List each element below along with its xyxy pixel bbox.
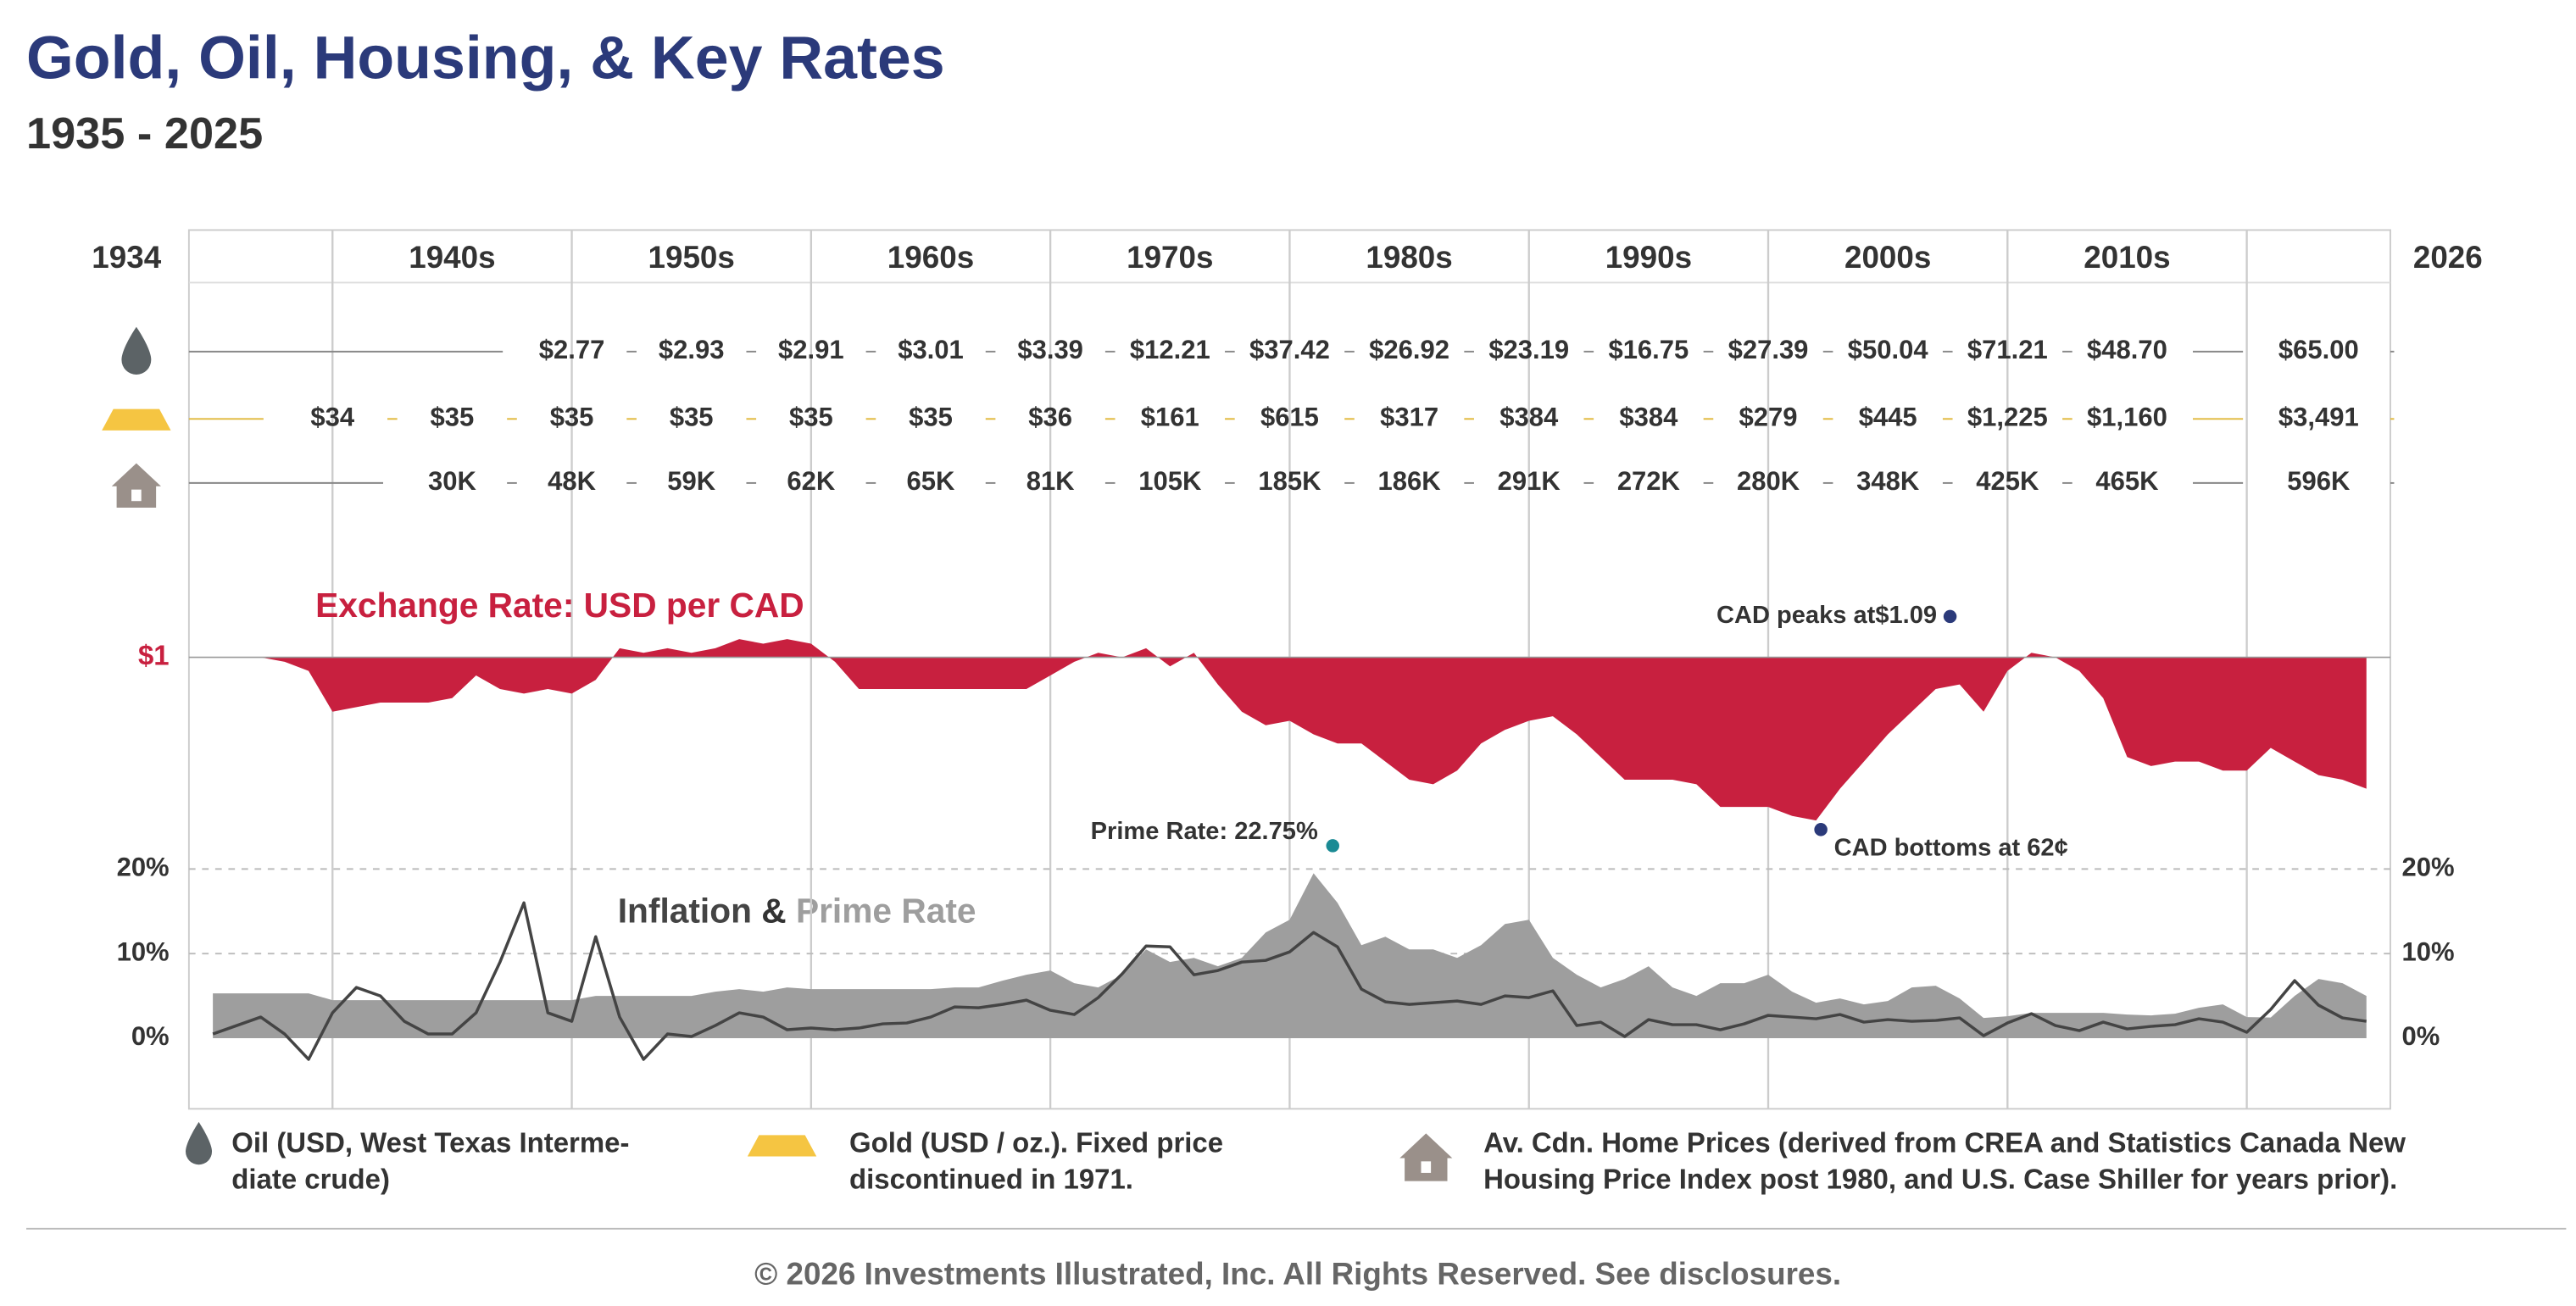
prime-label: Prime Rate xyxy=(796,891,976,930)
page-subtitle: 1935 - 2025 xyxy=(26,109,263,158)
house-icon xyxy=(111,463,161,508)
y-tick-label: 0% xyxy=(131,1021,170,1051)
y2-tick-label: 10% xyxy=(2402,936,2455,966)
annotation-text: CAD bottoms at 62¢ xyxy=(1834,835,2068,862)
row-value: $26.92 xyxy=(1369,335,1449,364)
annotation-dot xyxy=(1943,609,1957,624)
row-value: $71.21 xyxy=(1967,335,2048,364)
label-joiner: & xyxy=(761,891,786,930)
legend-text: Oil (USD, West Texas Interme- xyxy=(231,1127,629,1159)
prime-rate-area xyxy=(213,873,2367,1039)
row-value: 185K xyxy=(1258,466,1321,496)
row-value: $50.04 xyxy=(1848,335,1929,364)
rates-label: Inflation & Prime Rate xyxy=(618,891,976,930)
gold-icon xyxy=(102,408,171,431)
row-value: $384 xyxy=(1619,403,1678,432)
legend-text: Gold (USD / oz.). Fixed price xyxy=(849,1127,1223,1159)
legend-house-icon xyxy=(1399,1133,1453,1181)
row-value: $36 xyxy=(1028,403,1072,432)
row-value: $2.93 xyxy=(659,335,725,364)
row-value: $3,491 xyxy=(2278,403,2359,432)
row-value: $279 xyxy=(1739,403,1798,432)
row-value: $1,160 xyxy=(2087,403,2167,432)
row-value: 62K xyxy=(787,466,835,496)
row-value: 465K xyxy=(2095,466,2159,496)
row-value: 280K xyxy=(1737,466,1800,496)
row-value: 81K xyxy=(1027,466,1075,496)
row-value: 48K xyxy=(548,466,596,496)
annotation-dot xyxy=(1326,839,1340,853)
row-value: $48.70 xyxy=(2087,335,2167,364)
x-start-label: 1934 xyxy=(92,240,161,275)
decade-label: 1990s xyxy=(1605,240,1692,275)
row-value: 272K xyxy=(1617,466,1681,496)
row-value: $35 xyxy=(550,403,594,432)
row-value: 59K xyxy=(667,466,715,496)
row-value: $445 xyxy=(1859,403,1917,432)
y2-tick-label: 20% xyxy=(2402,853,2455,882)
legend-gold-icon xyxy=(747,1135,817,1157)
legend-oil-icon xyxy=(186,1121,213,1165)
row-value: $35 xyxy=(670,403,714,432)
row-value: $615 xyxy=(1260,403,1319,432)
row-value: $35 xyxy=(431,403,475,432)
row-value: 425K xyxy=(1976,466,2039,496)
row-value: $12.21 xyxy=(1130,335,1210,364)
legend-text: diate crude) xyxy=(231,1163,390,1194)
row-value: $16.75 xyxy=(1608,335,1689,364)
y2-tick-label: 0% xyxy=(2402,1021,2440,1051)
row-value: $3.01 xyxy=(898,335,964,364)
page-title: Gold, Oil, Housing, & Key Rates xyxy=(26,25,945,92)
footer: © 2026 Investments Illustrated, Inc. All… xyxy=(754,1257,1841,1292)
legend-text: discontinued in 1971. xyxy=(849,1163,1133,1194)
legend-text: Housing Price Index post 1980, and U.S. … xyxy=(1483,1163,2397,1194)
legend-house-window xyxy=(1421,1161,1432,1173)
row-value: $23.19 xyxy=(1488,335,1569,364)
decade-label: 2000s xyxy=(1844,240,1931,275)
row-value: $317 xyxy=(1380,403,1438,432)
row-value: 30K xyxy=(428,466,476,496)
row-value: $2.91 xyxy=(778,335,844,364)
row-value: $161 xyxy=(1141,403,1199,432)
row-value: 291K xyxy=(1498,466,1561,496)
row-value: $37.42 xyxy=(1249,335,1330,364)
decade-label: 1980s xyxy=(1366,240,1452,275)
legend-text: Av. Cdn. Home Prices (derived from CREA … xyxy=(1483,1127,2406,1159)
y-tick-label: 10% xyxy=(117,936,170,966)
row-value: 596K xyxy=(2287,466,2351,496)
exchange-title: Exchange Rate: USD per CAD xyxy=(315,586,804,625)
decade-label: 2010s xyxy=(2084,240,2170,275)
row-value: $2.77 xyxy=(539,335,605,364)
house-icon-window xyxy=(131,489,142,502)
row-value: $34 xyxy=(310,403,354,432)
row-value: $27.39 xyxy=(1728,335,1809,364)
row-value: 105K xyxy=(1138,466,1202,496)
exchange-rate-area xyxy=(213,639,2367,821)
inflation-line xyxy=(212,901,2367,1061)
decade-label: 1960s xyxy=(887,240,974,275)
row-value: 186K xyxy=(1378,466,1442,496)
decade-label: 1970s xyxy=(1127,240,1213,275)
inflation-label: Inflation xyxy=(618,891,752,930)
y-tick-label: 20% xyxy=(117,853,170,882)
annotation-dot xyxy=(1814,823,1828,836)
row-value: 65K xyxy=(907,466,955,496)
exchange-baseline-label: $1 xyxy=(138,639,170,670)
row-value: $35 xyxy=(909,403,953,432)
decade-label: 1940s xyxy=(409,240,495,275)
row-value: $1,225 xyxy=(1967,403,2048,432)
annotation-text: Prime Rate: 22.75% xyxy=(1091,818,1318,845)
row-value: $65.00 xyxy=(2278,335,2359,364)
row-value: $35 xyxy=(789,403,833,432)
x-end-label: 2026 xyxy=(2413,240,2483,275)
row-value: 348K xyxy=(1856,466,1920,496)
row-value: $3.39 xyxy=(1017,335,1083,364)
annotation-text: CAD peaks at$1.09 xyxy=(1716,602,1937,629)
oil-icon xyxy=(121,326,152,375)
row-value: $384 xyxy=(1499,403,1559,432)
decade-label: 1950s xyxy=(648,240,735,275)
